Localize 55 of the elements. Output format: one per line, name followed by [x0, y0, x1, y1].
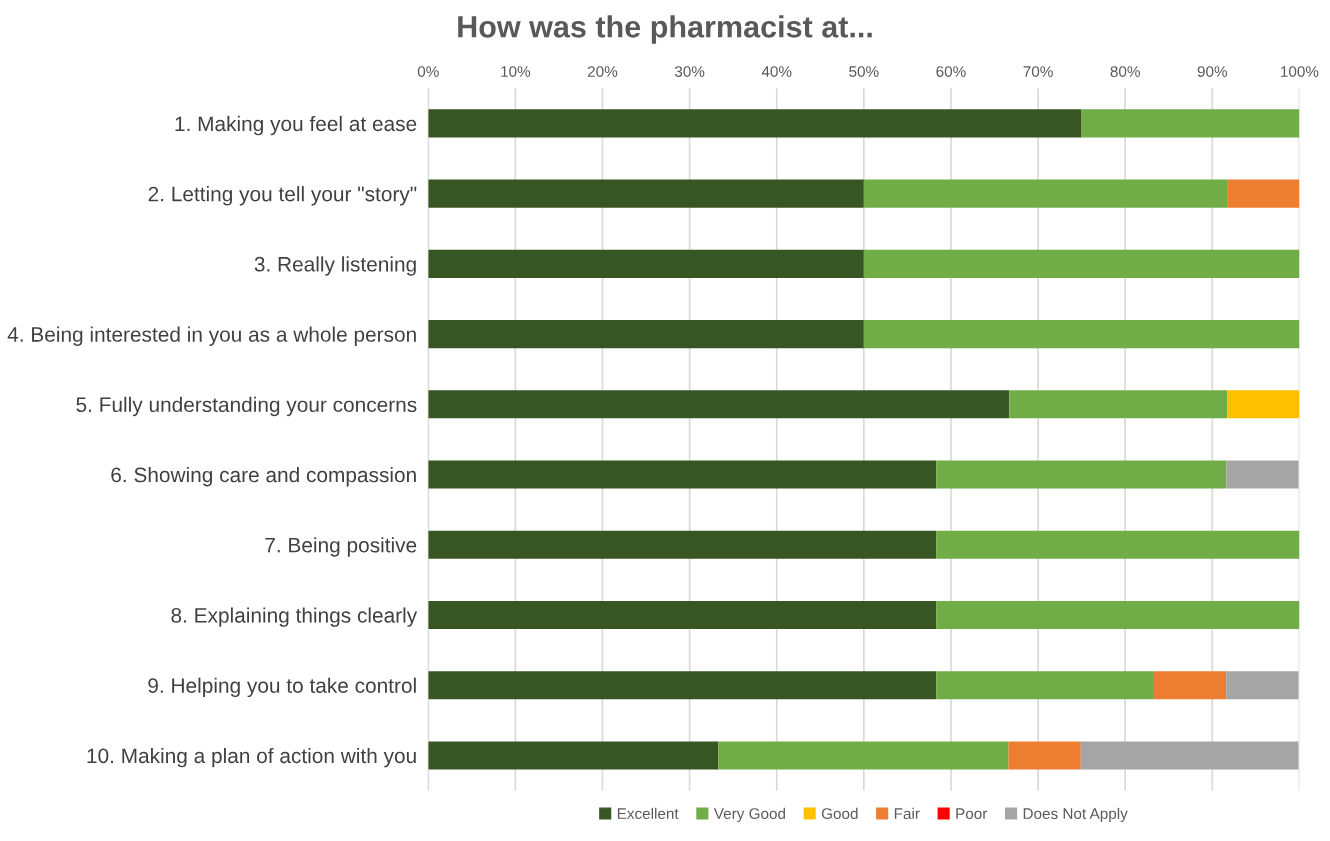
bar	[936, 460, 1227, 489]
bar	[428, 179, 864, 208]
legend-label: Fair	[894, 807, 920, 820]
bar	[1008, 741, 1081, 770]
y-tick-label: 2. Letting you tell your "story"	[148, 186, 417, 206]
bar	[936, 600, 1300, 630]
x-tick-label: 70%	[1023, 66, 1053, 77]
bar	[428, 530, 937, 559]
bar	[1080, 741, 1299, 770]
y-tick-label: 5. Fully understanding your concerns	[76, 396, 417, 417]
y-tick-label: 6. Showing care and compassion	[111, 466, 416, 487]
bar	[1226, 671, 1299, 700]
y-tick-label: 9. Helping you to take control	[148, 677, 416, 698]
x-tick-label: 100%	[1281, 66, 1319, 77]
bar	[428, 460, 937, 489]
bar	[1009, 390, 1228, 419]
bar	[428, 390, 1010, 419]
legend-label: Very Good	[713, 807, 786, 823]
y-tick-label: 4. Being interested in you as a whole person	[7, 326, 416, 346]
bar	[863, 179, 1228, 208]
bar	[428, 600, 937, 630]
legend-label: Excellent	[617, 807, 679, 820]
bar	[1081, 109, 1300, 138]
chart-title: How was the pharmacist at...	[458, 15, 872, 44]
y-tick-label: 10. Making a plan of action with you	[87, 747, 416, 768]
y-tick-label: 8. Explaining things clearly	[171, 607, 418, 627]
bar	[1227, 390, 1300, 419]
bar	[428, 109, 1082, 138]
x-tick-label: 40%	[761, 66, 792, 77]
legend-label: Good	[821, 807, 858, 820]
bar	[718, 741, 1009, 770]
bar	[428, 741, 719, 770]
bar	[428, 249, 864, 278]
legend-label: Poor	[956, 808, 988, 820]
bar	[1226, 460, 1299, 489]
x-tick-label: 60%	[936, 66, 966, 77]
x-tick-label: 10%	[501, 66, 531, 77]
bar	[863, 249, 1300, 278]
bar	[428, 320, 864, 349]
bar	[863, 320, 1300, 349]
bar	[1227, 179, 1300, 208]
x-tick-label: 90%	[1197, 66, 1228, 77]
x-tick-label: 30%	[674, 66, 705, 77]
bar	[1153, 671, 1227, 700]
x-tick-label: 50%	[849, 66, 879, 77]
x-tick-label: 80%	[1110, 66, 1140, 77]
x-tick-label: 0%	[417, 66, 439, 77]
y-tick-label: 3. Really listening	[254, 256, 416, 276]
bar	[428, 671, 937, 700]
y-tick-label: 1. Making you feel at ease	[175, 115, 417, 136]
y-tick-label: 7. Being positive	[265, 537, 417, 557]
x-tick-label: 20%	[587, 66, 618, 77]
bar	[936, 671, 1154, 700]
legend-label: Does Not Apply	[1023, 807, 1128, 823]
bar	[936, 530, 1300, 559]
